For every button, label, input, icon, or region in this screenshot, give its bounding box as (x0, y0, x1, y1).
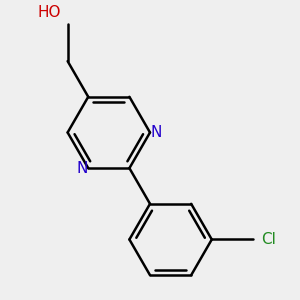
Text: N: N (76, 161, 88, 176)
Text: Cl: Cl (261, 232, 276, 247)
Text: N: N (151, 125, 162, 140)
Text: HO: HO (38, 5, 62, 20)
